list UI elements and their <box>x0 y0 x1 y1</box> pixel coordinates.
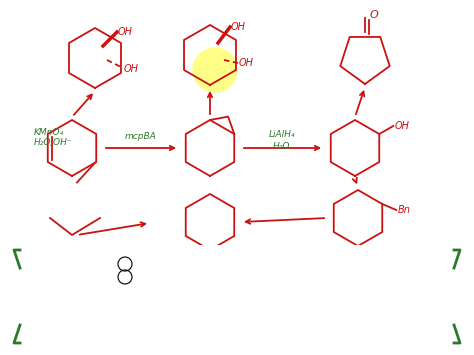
Text: OH: OH <box>239 58 254 68</box>
Text: (PBn₃)(one/H₂O): (PBn₃)(one/H₂O) <box>195 261 263 270</box>
Bar <box>8 245 466 348</box>
Text: (H₂,Pd-C): (H₂,Pd-C) <box>148 297 186 306</box>
Text: ,: , <box>185 261 188 270</box>
Text: OH: OH <box>118 27 133 37</box>
Text: KMnO₄
H₂O,OH⁻: KMnO₄ H₂O,OH⁻ <box>34 128 73 147</box>
Text: (O₃/h₂O),(N₂NH₂),: (O₃/h₂O),(N₂NH₂), <box>318 261 390 270</box>
Circle shape <box>193 48 237 92</box>
Text: (kmno₄,n₂O,one),: (kmno₄,n₂O,one), <box>218 297 291 306</box>
Text: OH: OH <box>394 121 409 131</box>
Text: O: O <box>370 10 379 20</box>
Text: 1: 1 <box>118 262 122 267</box>
Text: LiAlH₄: LiAlH₄ <box>133 261 158 270</box>
Text: OH: OH <box>124 64 139 74</box>
Text: (mcpBA),: (mcpBA), <box>22 261 61 270</box>
Text: LiAlH₄: LiAlH₄ <box>269 130 295 139</box>
Text: mcpBA: mcpBA <box>125 132 157 141</box>
Text: 2: 2 <box>118 275 122 280</box>
Text: OH: OH <box>231 22 246 32</box>
Text: Bn: Bn <box>397 205 410 215</box>
Text: catalyst): catalyst) <box>345 313 382 322</box>
Text: (pcd,(h₂/Lindlar: (pcd,(h₂/Lindlar <box>330 297 395 306</box>
Text: H₂O: H₂O <box>133 274 149 283</box>
Text: H₂O: H₂O <box>273 142 291 151</box>
Text: (hCO₃H,H₂O,OH⁻): (hCO₃H,H₂O,OH⁻) <box>22 297 95 306</box>
